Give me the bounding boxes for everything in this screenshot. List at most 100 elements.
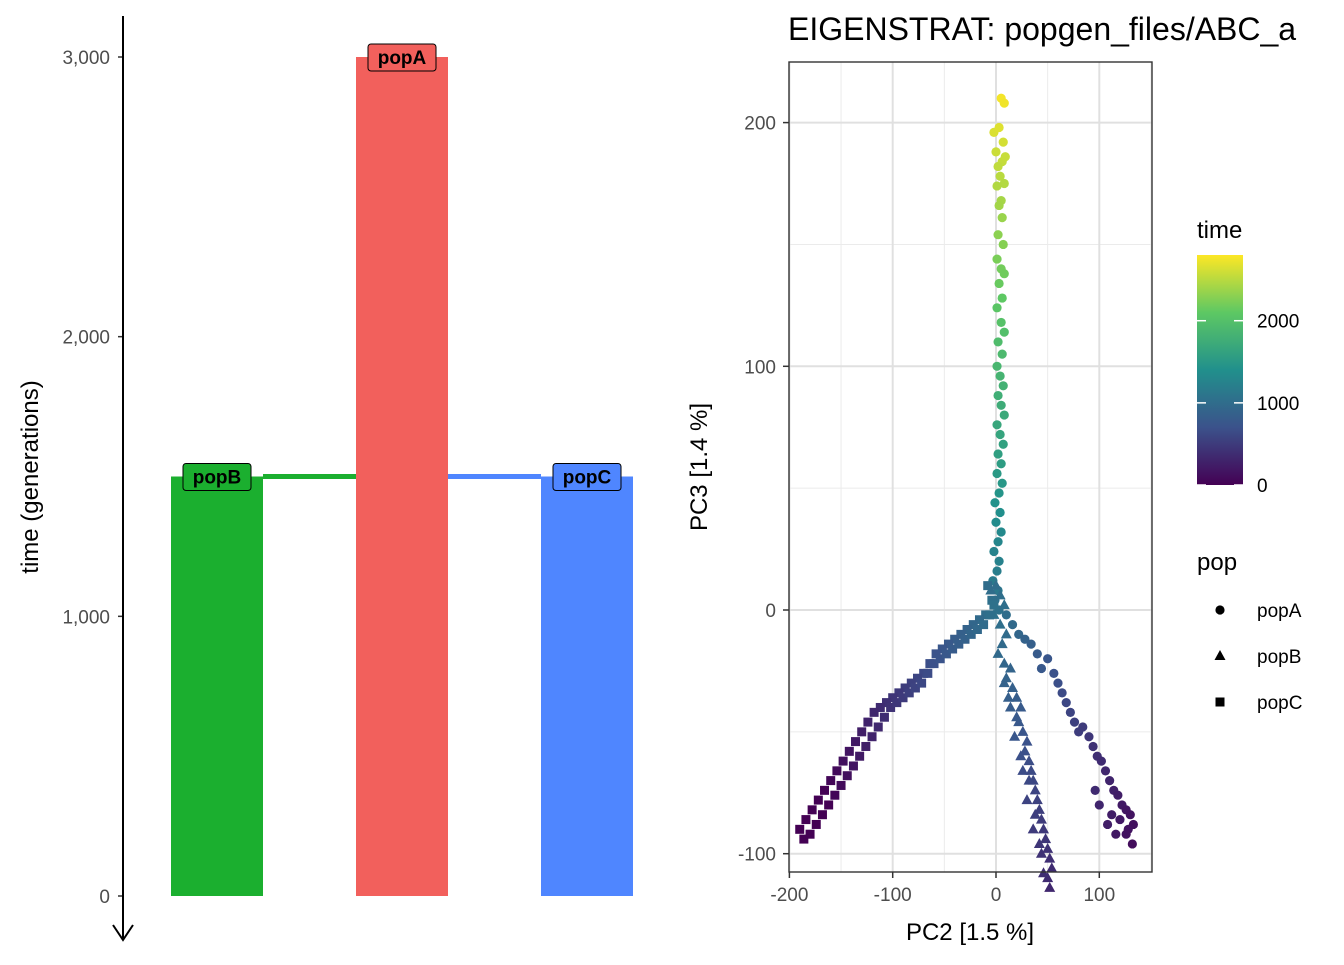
point-popA [998,239,1008,250]
point-popA [994,278,1004,289]
right-plot-border [788,61,1153,873]
point-popA [995,371,1005,381]
point-popA [993,161,1003,172]
point-popC [886,702,896,712]
point-popC [898,693,908,703]
point-popA [998,137,1008,147]
time-legend-tick-label: 0 [1257,476,1268,497]
point-popA [1111,829,1121,839]
right-plot-background [789,62,1152,872]
point-popC [966,629,976,639]
point-popA [1090,785,1100,795]
point-popA [1094,800,1104,810]
point-popC [917,678,927,688]
bar-popC [541,476,633,896]
point-popC [985,610,995,620]
point-popB [990,579,1002,590]
point-popA [1007,620,1018,630]
point-popB [1011,711,1023,722]
point-popB [1033,837,1045,848]
point-popC [807,805,817,815]
point-popA [1084,732,1094,742]
point-popC [974,615,984,625]
point-popA [995,429,1005,440]
point-popA [997,293,1007,303]
point-popC [937,644,947,654]
point-popB [994,589,1006,600]
left-labels: popB popA popC [182,43,622,491]
point-popA [1061,698,1071,708]
point-popC [873,722,883,732]
left-y-axis-arrow [112,924,134,942]
right-chart-title: EIGENSTRAT: popgen_files/ABC_a [788,11,1296,47]
x-tick-label: 0 [991,885,1002,906]
y-tick-label: 200 [744,114,776,135]
point-popC [811,819,821,829]
pop-legend-label: popB [1257,647,1301,668]
point-popC [923,668,933,678]
point-popC [987,595,997,605]
point-popA [992,566,1002,576]
point-popB [994,618,1006,629]
pop-legend-label: popA [1257,601,1302,622]
point-popA [996,459,1006,469]
left-y-ticks: 0 1,000 2,000 3,000 [62,48,123,908]
point-popB [1002,691,1014,702]
point-popA [1096,756,1106,766]
point-popB [1042,842,1054,853]
point-popA [1032,649,1042,659]
point-popB [998,677,1010,688]
point-popA [996,317,1006,328]
point-popA [996,400,1006,410]
point-popC [869,707,879,717]
point-popB [998,657,1010,668]
point-popA [1100,766,1111,776]
left-y-tick-label: 3,000 [62,48,110,69]
point-popC [910,683,920,693]
pop-legend-triangle-icon [1214,650,1226,660]
point-popA [993,230,1003,240]
left-y-axis-label: time (generations) [17,380,44,573]
point-popC [855,751,865,761]
point-popC [842,771,852,781]
point-popA [999,98,1009,108]
point-popA [997,478,1007,488]
point-popC [799,834,809,844]
point-popC [960,634,970,644]
point-popB [1004,701,1016,712]
point-popA [997,213,1007,223]
point-popB [1031,794,1043,805]
point-popA [1125,810,1135,820]
point-popA [992,254,1002,264]
point-popA [991,147,1001,157]
right-x-axis-label: PC2 [1.5 %] [906,919,1034,946]
point-popB [998,599,1010,610]
point-popA [994,200,1004,211]
time-legend-ticks: 0 1000 2000 [1197,312,1299,497]
left-y-tick-label: 0 [99,887,110,908]
point-popC [979,620,989,630]
x-tick-label: 100 [1083,885,1115,906]
pca-scatter-chart: EIGENSTRAT: popgen_files/ABC_a -200 -100 0… [686,11,1296,946]
right-y-axis-label: PC3 [1.4 %] [686,403,713,531]
point-popA [1053,678,1063,688]
point-popC [863,717,873,727]
point-popB [1038,823,1050,834]
point-popA [1049,668,1059,678]
point-popA [1014,629,1024,639]
point-popB [1004,662,1016,673]
point-popB [1029,808,1041,819]
point-popB [1021,794,1033,805]
pop-legend: pop popA popB popC [1197,549,1302,714]
point-popC [904,688,914,698]
point-popA [1102,819,1113,830]
point-popA [1088,741,1098,752]
point-popA [995,507,1005,518]
point-popC [989,600,999,610]
point-popA [1026,639,1036,649]
point-popC [817,810,827,820]
y-tick-label: 0 [765,601,776,622]
point-popA [993,337,1003,347]
point-popA [993,449,1003,459]
point-popB [1011,691,1023,702]
